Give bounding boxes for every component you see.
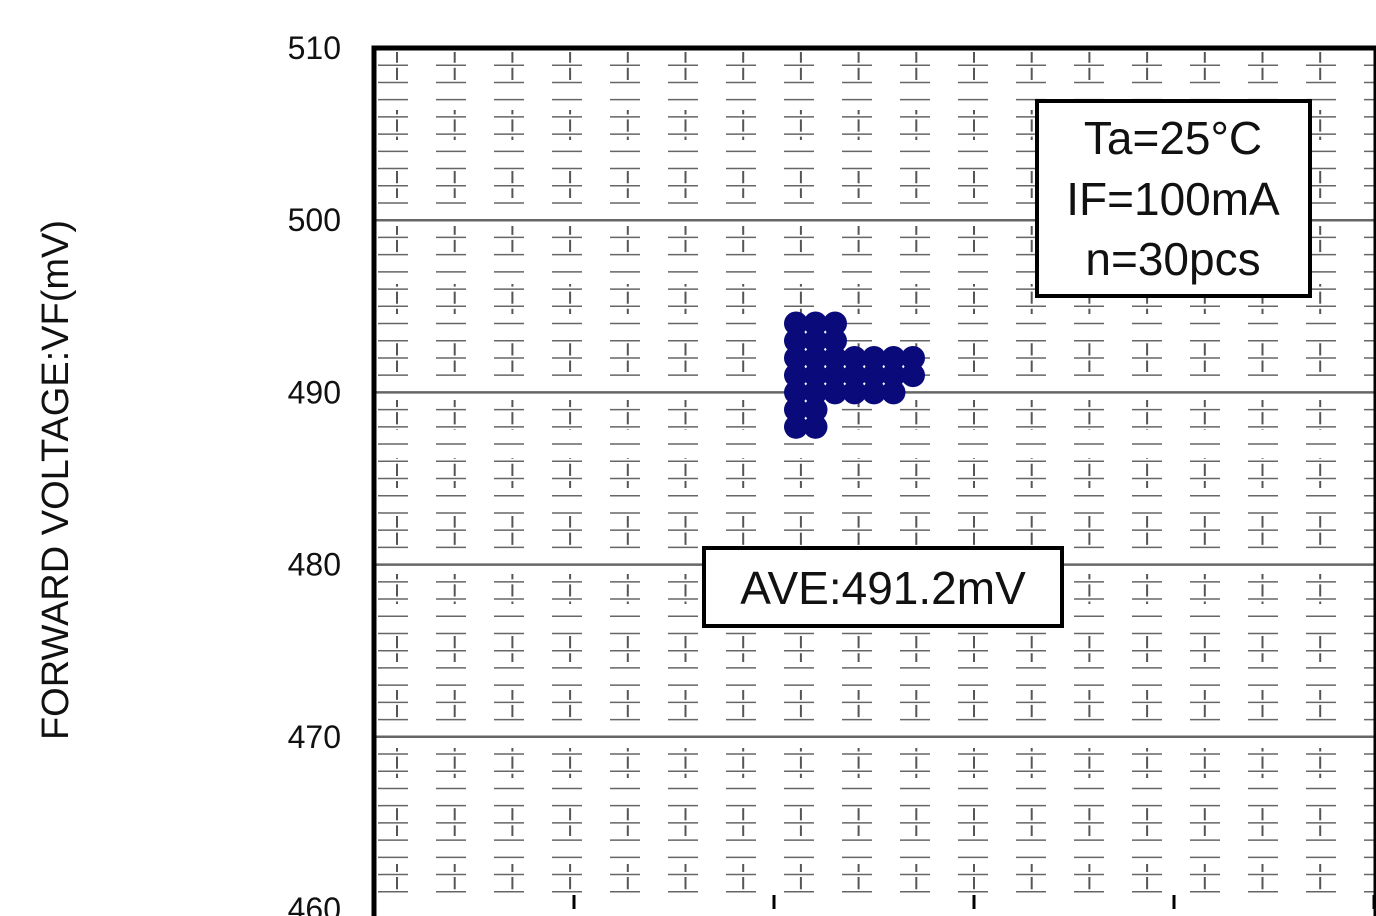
y-axis-label: FORWARD VOLTAGE:VF(mV) <box>35 220 77 740</box>
condition-temperature: Ta=25°C <box>1084 112 1262 164</box>
y-tick-label: 510 <box>288 30 341 66</box>
average-box: AVE:491.2mV <box>702 546 1064 628</box>
data-point <box>823 328 847 353</box>
data-point <box>901 363 925 388</box>
data-point <box>842 345 867 370</box>
data-point <box>881 380 906 405</box>
data-point <box>842 363 867 388</box>
y-tick-label: 500 <box>288 202 341 238</box>
data-point <box>881 363 906 388</box>
data-point <box>823 363 847 388</box>
data-point <box>803 345 828 370</box>
conditions-box: Ta=25°C IF=100mA n=30pcs <box>1035 99 1312 298</box>
data-point <box>803 380 828 405</box>
data-point <box>784 311 808 336</box>
data-point <box>784 397 808 422</box>
y-tick-label: 460 <box>288 891 341 916</box>
data-point <box>784 380 808 405</box>
data-points <box>784 311 925 439</box>
data-point <box>803 328 828 353</box>
data-point <box>862 363 886 388</box>
data-point <box>784 345 808 370</box>
y-tick-label: 490 <box>288 374 341 410</box>
data-point <box>784 414 808 439</box>
data-point <box>784 328 808 353</box>
data-point <box>823 345 847 370</box>
data-point <box>901 345 925 370</box>
data-point <box>862 345 886 370</box>
data-point <box>823 311 847 336</box>
data-point <box>881 345 906 370</box>
data-point <box>842 380 867 405</box>
data-point <box>803 311 828 336</box>
y-tick-label: 470 <box>288 719 341 755</box>
condition-sample-count: n=30pcs <box>1085 233 1260 285</box>
plot-frame <box>371 45 1376 916</box>
data-point <box>803 363 828 388</box>
data-point <box>803 414 828 439</box>
data-point <box>784 363 808 388</box>
average-label: AVE:491.2mV <box>740 562 1026 614</box>
data-point <box>803 397 828 422</box>
data-point <box>862 380 886 405</box>
y-axis-ticks: 510 500 490 480 470 460 <box>288 30 341 916</box>
y-tick-label: 480 <box>288 547 341 583</box>
data-point <box>823 380 847 405</box>
condition-current: IF=100mA <box>1066 173 1280 225</box>
